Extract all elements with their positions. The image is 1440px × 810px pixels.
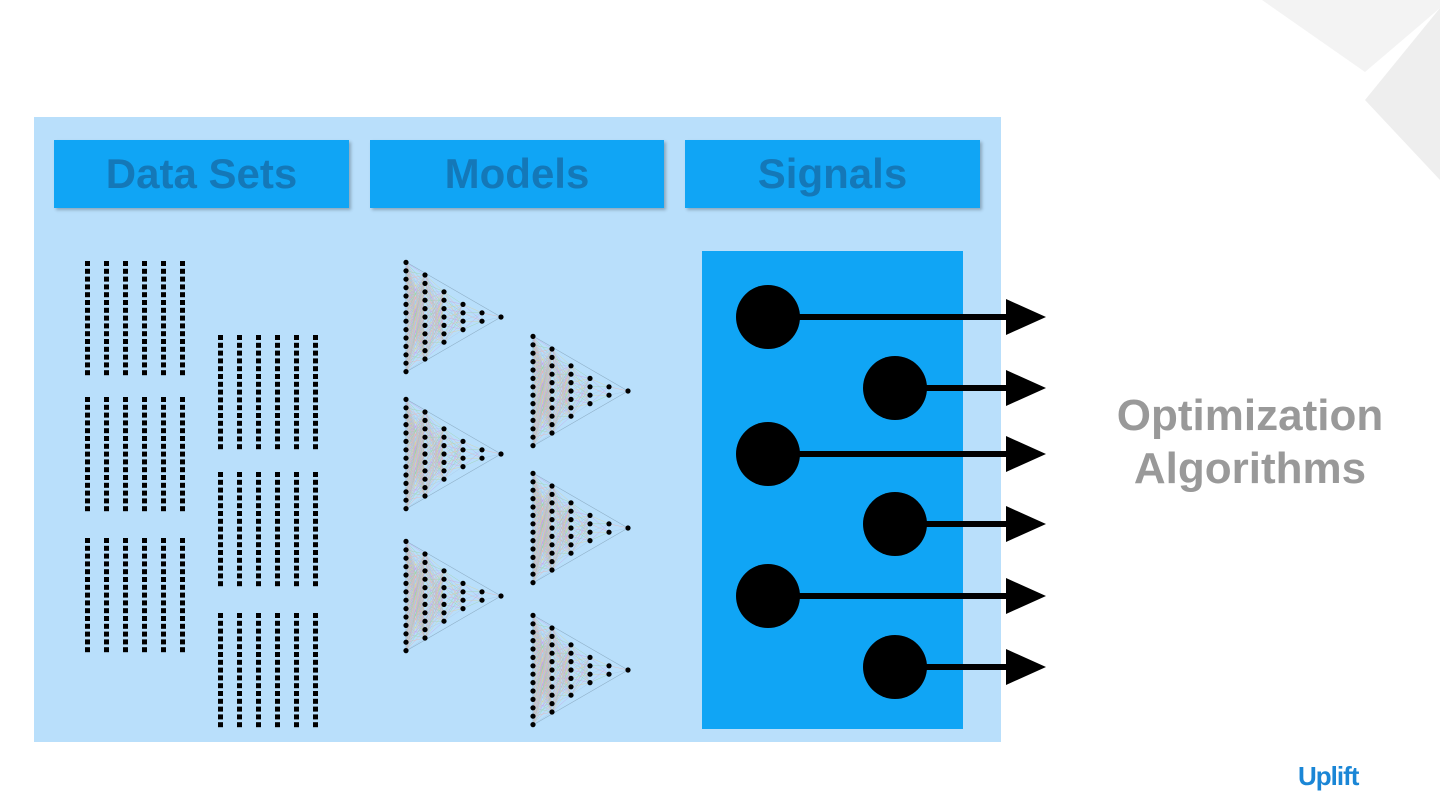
dataset-grid bbox=[85, 538, 185, 653]
signal-node bbox=[736, 564, 800, 628]
signal-node bbox=[863, 356, 927, 420]
signal-arrow bbox=[863, 635, 1046, 699]
model-network bbox=[403, 396, 504, 512]
signal-node bbox=[736, 285, 800, 349]
datasets-header: Data Sets bbox=[54, 140, 349, 208]
signal-arrow bbox=[736, 285, 1046, 349]
signal-arrow bbox=[863, 356, 1046, 420]
signals-header-label: Signals bbox=[757, 150, 908, 197]
optimization-label-line2: Algorithms bbox=[1133, 443, 1367, 493]
dataset-grid bbox=[218, 613, 318, 728]
model-network bbox=[530, 333, 631, 449]
optimization-algorithms-label: Optimization Algorithms bbox=[1070, 390, 1430, 496]
dataset-grid bbox=[85, 397, 185, 512]
datasets-header-label: Data Sets bbox=[105, 150, 298, 197]
signal-node bbox=[863, 635, 927, 699]
dataset-grid bbox=[218, 472, 318, 587]
uplift-logo: Uplift bbox=[1298, 761, 1359, 791]
model-network bbox=[403, 538, 504, 654]
optimization-label-line1: Optimization bbox=[1116, 391, 1384, 440]
model-network bbox=[530, 612, 631, 728]
dataset-grid bbox=[218, 335, 318, 450]
models-header-label: Models bbox=[444, 150, 590, 197]
models-header: Models bbox=[370, 140, 664, 208]
signal-arrow bbox=[736, 564, 1046, 628]
dataset-grid bbox=[85, 261, 185, 376]
signal-node bbox=[736, 422, 800, 486]
model-network bbox=[403, 259, 504, 375]
model-network bbox=[530, 470, 631, 586]
signal-arrow bbox=[736, 422, 1046, 486]
signals-header: Signals bbox=[685, 140, 980, 208]
signal-arrow bbox=[863, 492, 1046, 556]
signal-node bbox=[863, 492, 927, 556]
